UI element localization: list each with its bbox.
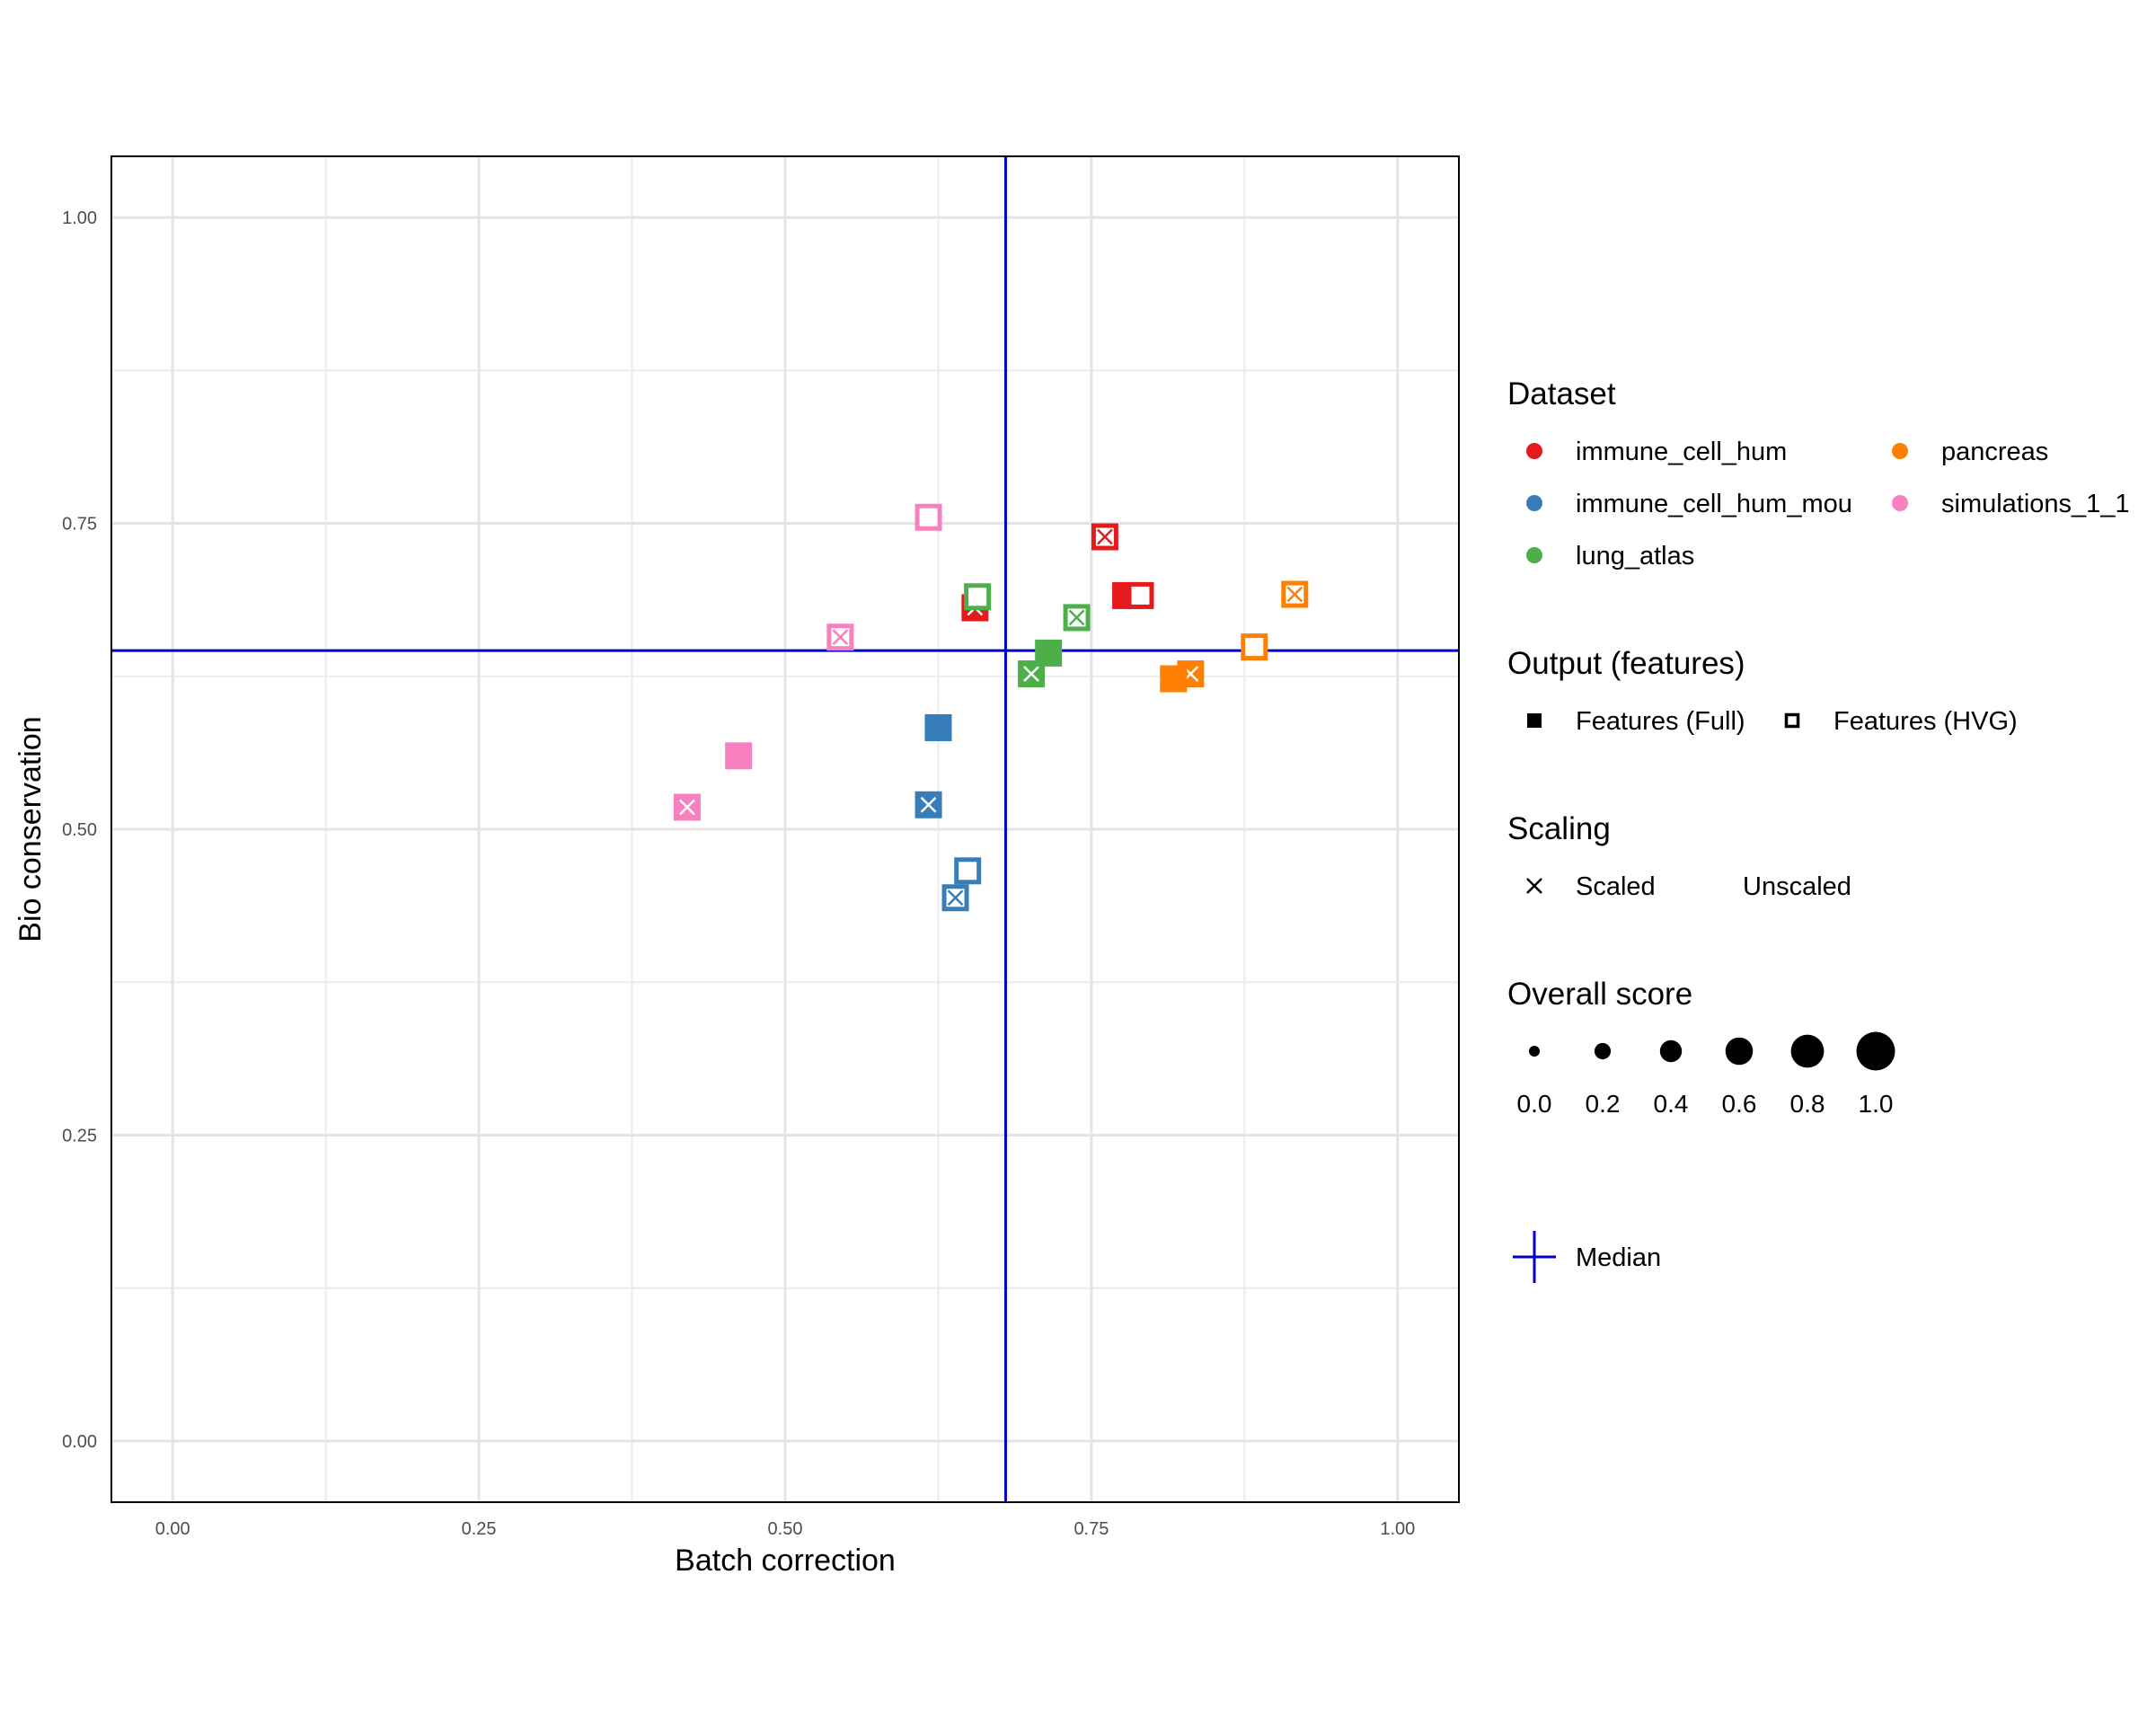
data-point: [826, 624, 854, 651]
y-axis-title: Bio conservation: [13, 716, 48, 942]
plot-panel-border: [110, 155, 1460, 1503]
marker-square-open: [964, 583, 992, 611]
legend-score-label: 0.2: [1586, 1090, 1621, 1118]
legend-score-dot: [1725, 1037, 1754, 1066]
marker-square-filled: [1160, 665, 1188, 693]
legend-score-label: 0.6: [1722, 1090, 1757, 1118]
marker-cross: [947, 889, 964, 907]
marker-cross: [1097, 528, 1113, 545]
legend-scaling-title: Scaling: [1507, 811, 1611, 846]
marker-square-filled: [725, 742, 753, 770]
data-point: [1063, 604, 1091, 632]
legend-score-label: 0.0: [1517, 1090, 1552, 1118]
data-point: [673, 793, 701, 821]
legend-dataset-swatch: [1892, 495, 1908, 511]
legend-dataset-swatch: [1526, 495, 1542, 511]
legend-score-label: 0.8: [1790, 1090, 1825, 1118]
legend-output-label: Features (HVG): [1833, 707, 2018, 736]
legend-score-dot: [1529, 1046, 1540, 1057]
y-tick-label: 0.75: [62, 515, 97, 535]
axes: 0.00 0.25 0.50 0.75 1.00 0.00 0.25 0.50 0.75 1.00: [62, 208, 1415, 1539]
data-point: [1160, 665, 1188, 693]
data-point: [1281, 580, 1309, 608]
data-point: [725, 742, 753, 770]
legend-output-swatch-open: [1784, 712, 1800, 729]
marker-square-filled: [1035, 639, 1063, 667]
x-tick-label: 0.00: [155, 1519, 190, 1539]
legend-dataset-swatch: [1526, 547, 1542, 563]
x-tick-label: 1.00: [1380, 1519, 1415, 1539]
marker-cross: [679, 799, 695, 816]
data-point: [954, 857, 982, 885]
data-point: [1127, 581, 1154, 609]
legend-dataset-title: Dataset: [1507, 376, 1616, 411]
marker-cross: [1286, 586, 1303, 603]
legend-dataset-label: simulations_1_1: [1941, 490, 2130, 518]
legend-score-label: 0.4: [1654, 1090, 1689, 1118]
median-lines: [111, 156, 1459, 1502]
data-point: [964, 583, 992, 611]
marker-square-filled: [924, 713, 952, 741]
y-tick-label: 0.50: [62, 820, 97, 840]
legend-score-dot: [1659, 1039, 1683, 1063]
legend: Dataset immune_cell_hum immune_cell_hum_mo…: [1507, 376, 2130, 1283]
legend-score-dot: [1856, 1031, 1895, 1071]
data-point: [915, 503, 942, 531]
y-tick-label: 0.00: [62, 1432, 97, 1452]
x-axis-title: Batch correction: [675, 1544, 896, 1578]
legend-scaling-label: Scaled: [1576, 872, 1656, 901]
marker-cross: [832, 629, 849, 646]
legend-score-dot: [1790, 1034, 1825, 1068]
legend-scaling-label: Unscaled: [1743, 872, 1851, 901]
marker-square-open: [915, 503, 942, 531]
legend-output-swatch-filled: [1527, 713, 1542, 728]
grid: [111, 156, 1459, 1502]
marker-square-open: [1241, 633, 1268, 661]
legend-output-title: Output (features): [1507, 646, 1745, 681]
data-point: [941, 884, 969, 912]
marker-cross: [1023, 666, 1039, 682]
legend-score-dot: [1594, 1042, 1612, 1060]
data-point: [1035, 639, 1063, 667]
data-points: [673, 503, 1309, 912]
x-tick-label: 0.50: [768, 1519, 803, 1539]
data-point: [924, 713, 952, 741]
data-point: [1091, 523, 1118, 551]
marker-square-open: [1127, 581, 1154, 609]
legend-scaling-cross: [1526, 878, 1542, 894]
marker-cross: [1068, 609, 1085, 626]
legend-median-label: Median: [1576, 1243, 1661, 1272]
x-tick-label: 0.25: [462, 1519, 497, 1539]
legend-dataset-label: pancreas: [1941, 438, 2048, 466]
legend-output-label: Features (Full): [1576, 707, 1745, 736]
legend-dataset-swatch: [1892, 443, 1908, 459]
legend-dataset-label: lung_atlas: [1576, 542, 1694, 571]
legend-score-title: Overall score: [1507, 977, 1692, 1012]
legend-score-label: 1.0: [1859, 1090, 1894, 1118]
legend-dataset-swatch: [1526, 443, 1542, 459]
data-point: [1241, 633, 1268, 661]
legend-dataset-label: immune_cell_hum: [1576, 438, 1787, 466]
marker-cross: [920, 796, 937, 813]
y-tick-label: 0.25: [62, 1126, 97, 1146]
x-tick-label: 0.75: [1074, 1519, 1109, 1539]
data-point: [915, 791, 942, 818]
y-tick-label: 1.00: [62, 208, 97, 228]
legend-dataset-label: immune_cell_hum_mou: [1576, 490, 1852, 518]
marker-square-open: [954, 857, 982, 885]
